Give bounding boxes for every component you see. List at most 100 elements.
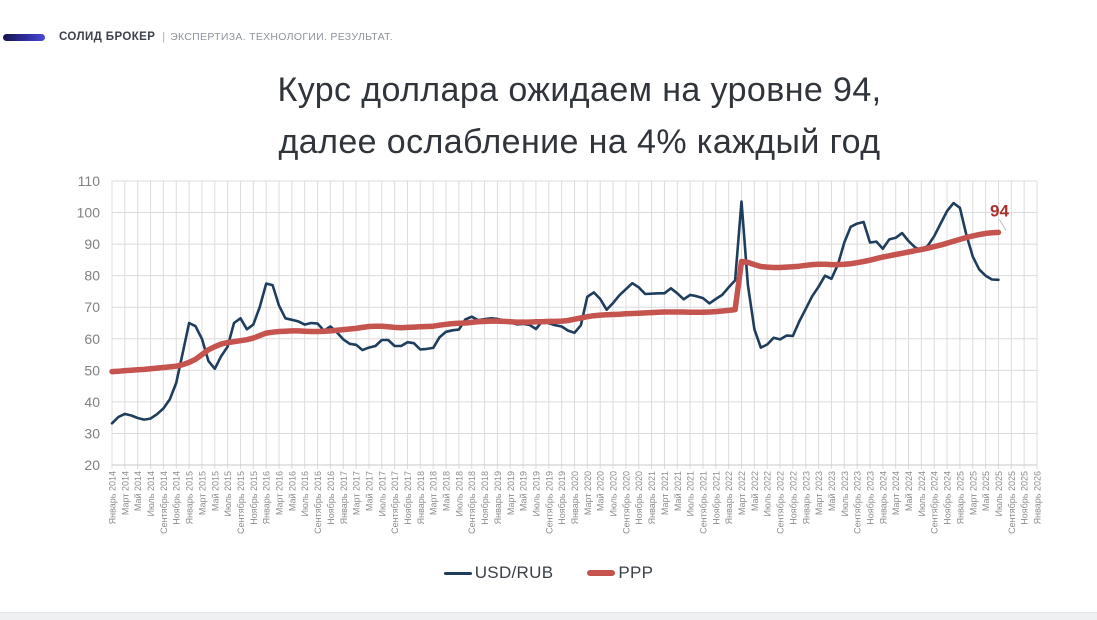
x-axis-tick-label: Январь 2017 bbox=[339, 471, 349, 524]
x-axis-tick-label: Март 2022 bbox=[737, 471, 747, 515]
x-axis-tick-label: Сентябрь 2024 bbox=[930, 471, 940, 534]
x-axis-tick-label: Ноябрь 2022 bbox=[788, 471, 798, 525]
title-line-2: далее ослабление на 4% каждый год bbox=[278, 123, 881, 161]
x-axis-tick-label: Ноябрь 2019 bbox=[557, 471, 567, 525]
x-axis-tick-label: Июль 2023 bbox=[840, 471, 850, 516]
x-axis-tick-label: Май 2023 bbox=[827, 471, 837, 511]
x-axis-tick-label: Ноябрь 2024 bbox=[943, 471, 953, 525]
x-axis-tick-label: Июль 2020 bbox=[609, 471, 619, 516]
x-axis-tick-label: Ноябрь 2014 bbox=[172, 471, 182, 525]
page-title: Курс доллара ожидаем на уровне 94, далее… bbox=[0, 64, 1097, 168]
x-axis-tick-label: Сентябрь 2019 bbox=[544, 471, 554, 534]
x-axis-tick-label: Сентябрь 2025 bbox=[1007, 471, 1017, 534]
x-axis-tick-label: Март 2014 bbox=[120, 471, 130, 515]
x-axis-tick-label: Январь 2022 bbox=[724, 471, 734, 524]
x-axis-tick-label: Январь 2024 bbox=[878, 471, 888, 524]
x-axis-tick-label: Ноябрь 2018 bbox=[480, 471, 490, 525]
y-axis-tick-label: 80 bbox=[84, 268, 100, 284]
x-axis-tick-label: Май 2017 bbox=[364, 471, 374, 511]
x-axis-tick-label: Май 2020 bbox=[596, 471, 606, 511]
x-axis-tick-label: Январь 2019 bbox=[493, 471, 503, 524]
x-axis-tick-label: Январь 2023 bbox=[801, 471, 811, 524]
x-axis-tick-label: Ноябрь 2015 bbox=[249, 471, 259, 525]
y-axis-tick-label: 110 bbox=[78, 173, 101, 189]
legend-label-usd-rub: USD/RUB bbox=[474, 563, 554, 582]
x-axis-tick-label: Март 2021 bbox=[660, 471, 670, 515]
x-axis-tick-label: Ноябрь 2017 bbox=[403, 471, 413, 525]
title-line-1: Курс доллара ожидаем на уровне 94, bbox=[277, 71, 882, 109]
x-axis-tick-label: Ноябрь 2021 bbox=[711, 471, 721, 525]
brand-name: СОЛИД БРОКЕР bbox=[59, 31, 156, 43]
y-axis-tick-label: 100 bbox=[77, 205, 101, 221]
x-axis-tick-label: Май 2025 bbox=[981, 471, 991, 511]
x-axis-tick-label: Январь 2026 bbox=[1033, 471, 1043, 524]
brand-separator: | bbox=[162, 31, 166, 43]
header: СОЛИД БРОКЕР | ЭКСПЕРТИЗА. ТЕХНОЛОГИИ. Р… bbox=[3, 28, 393, 46]
x-axis-tick-label: Январь 2021 bbox=[647, 471, 657, 524]
x-axis-tick-label: Январь 2015 bbox=[185, 471, 195, 524]
x-axis-tick-label: Июль 2016 bbox=[300, 471, 310, 516]
x-axis-tick-label: Май 2019 bbox=[519, 471, 529, 511]
slide-bottom-edge bbox=[0, 612, 1097, 620]
x-axis-tick-label: Июль 2021 bbox=[686, 471, 696, 516]
y-axis-tick-label: 40 bbox=[84, 394, 100, 410]
x-axis-tick-label: Июль 2019 bbox=[531, 471, 541, 516]
x-axis-tick-label: Март 2015 bbox=[197, 471, 207, 515]
x-axis-tick-label: Июль 2018 bbox=[454, 471, 464, 516]
x-axis-tick-label: Ноябрь 2020 bbox=[634, 471, 644, 525]
x-axis-tick-label: Сентябрь 2014 bbox=[159, 471, 169, 534]
brand-tagline: ЭКСПЕРТИЗА. ТЕХНОЛОГИИ. РЕЗУЛЬТАТ. bbox=[170, 31, 393, 43]
x-axis-tick-label: Июль 2025 bbox=[994, 471, 1004, 516]
x-axis-tick-label: Сентябрь 2017 bbox=[390, 471, 400, 534]
x-axis-tick-label: Май 2018 bbox=[442, 471, 452, 511]
x-axis-tick-label: Март 2025 bbox=[968, 471, 978, 515]
x-axis-tick-label: Май 2014 bbox=[133, 471, 143, 511]
x-axis-tick-label: Март 2019 bbox=[506, 471, 516, 515]
x-axis-tick-label: Ноябрь 2023 bbox=[865, 471, 875, 525]
x-axis-tick-label: Март 2017 bbox=[352, 471, 362, 515]
x-axis-tick-label: Март 2023 bbox=[814, 471, 824, 515]
x-axis-tick-label: Май 2024 bbox=[904, 471, 914, 511]
x-axis-tick-label: Ноябрь 2025 bbox=[1020, 471, 1030, 525]
ppp-target-annotation: 94 bbox=[990, 201, 1009, 220]
series-usd-rub bbox=[110, 200, 1000, 425]
x-axis-tick-label: Июль 2024 bbox=[917, 471, 927, 516]
x-axis-tick-label: Июль 2014 bbox=[146, 471, 156, 516]
x-axis-tick-label: Сентябрь 2016 bbox=[313, 471, 323, 534]
x-axis-tick-label: Ноябрь 2016 bbox=[326, 471, 336, 525]
x-axis-tick-label: Июль 2017 bbox=[377, 471, 387, 516]
x-axis-tick-label: Март 2020 bbox=[583, 471, 593, 515]
y-axis-tick-label: 90 bbox=[84, 236, 100, 252]
x-axis-tick-label: Май 2016 bbox=[287, 471, 297, 511]
x-axis-tick-label: Сентябрь 2021 bbox=[698, 471, 708, 534]
x-axis-tick-label: Сентябрь 2022 bbox=[776, 471, 786, 534]
x-axis-tick-label: Март 2018 bbox=[429, 471, 439, 515]
x-axis-tick-label: Июль 2022 bbox=[763, 471, 773, 516]
x-axis-tick-label: Июль 2015 bbox=[223, 471, 233, 516]
y-axis-tick-label: 30 bbox=[84, 425, 100, 441]
y-axis-tick-label: 20 bbox=[84, 457, 100, 473]
series-ppp bbox=[109, 229, 1002, 375]
x-axis-tick-label: Январь 2016 bbox=[262, 471, 272, 524]
x-axis-tick-label: Март 2024 bbox=[891, 471, 901, 515]
x-axis-tick-label: Январь 2020 bbox=[570, 471, 580, 524]
usd-rub-line-marker-icon bbox=[443, 571, 472, 575]
x-axis-tick-label: Январь 2025 bbox=[955, 471, 965, 524]
y-axis-tick-label: 60 bbox=[84, 331, 100, 347]
brand-logo-icon bbox=[3, 33, 45, 41]
x-axis-tick-label: Март 2016 bbox=[275, 471, 285, 515]
y-axis-tick-label: 70 bbox=[84, 299, 100, 315]
x-axis-tick-label: Январь 2014 bbox=[108, 471, 118, 524]
x-axis-tick-label: Май 2015 bbox=[210, 471, 220, 511]
x-axis-tick-label: Сентябрь 2020 bbox=[621, 471, 631, 534]
chart-legend: USD/RUB PPP bbox=[0, 563, 1097, 583]
x-axis-tick-label: Январь 2018 bbox=[416, 471, 426, 524]
legend-label-ppp: PPP bbox=[618, 563, 654, 582]
x-axis-tick-label: Сентябрь 2023 bbox=[853, 471, 863, 534]
x-axis-tick-label: Май 2022 bbox=[750, 471, 760, 511]
x-axis-tick-label: Сентябрь 2018 bbox=[467, 471, 477, 534]
y-axis-tick-label: 50 bbox=[84, 362, 100, 378]
legend-item-ppp: PPP bbox=[587, 563, 653, 583]
